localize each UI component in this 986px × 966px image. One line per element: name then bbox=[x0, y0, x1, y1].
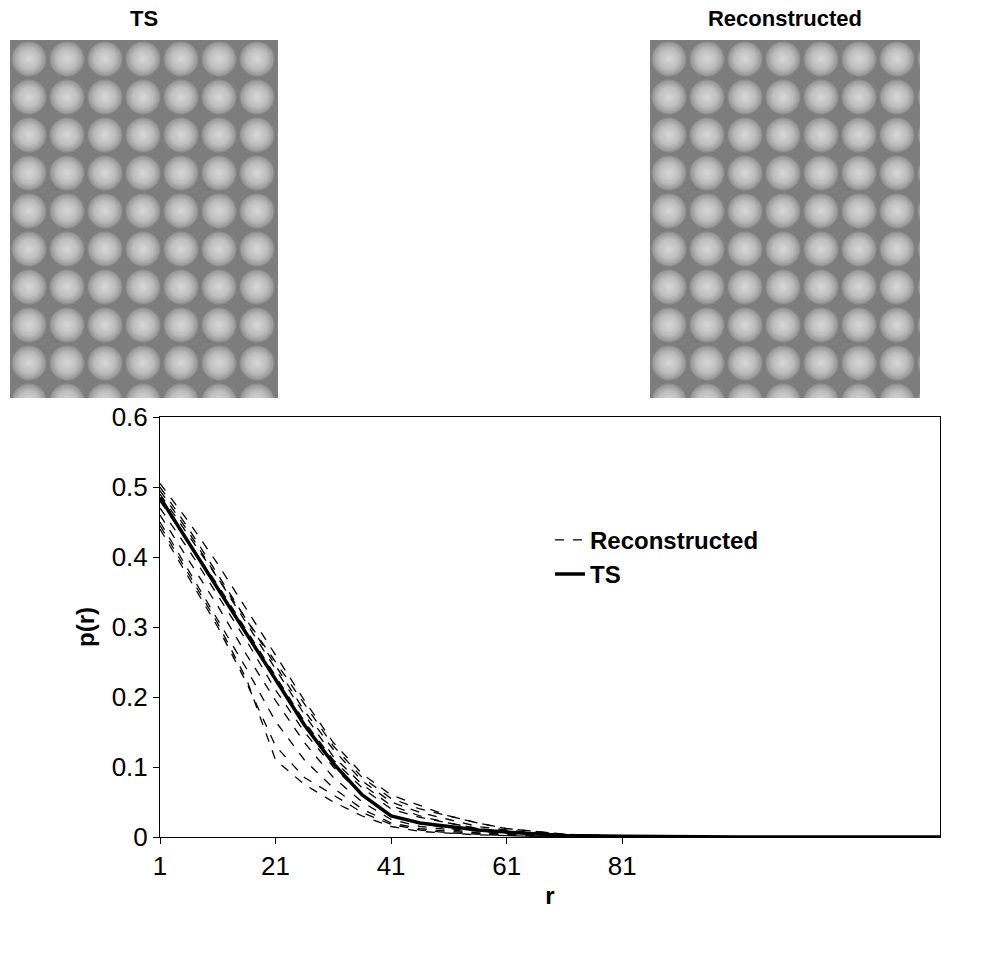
svg-text:1: 1 bbox=[153, 851, 167, 881]
svg-text:p(r): p(r) bbox=[72, 607, 99, 647]
svg-text:0.4: 0.4 bbox=[112, 542, 148, 572]
svg-text:0.2: 0.2 bbox=[112, 682, 148, 712]
svg-text:61: 61 bbox=[492, 851, 521, 881]
svg-text:0.1: 0.1 bbox=[112, 752, 148, 782]
svg-text:TS: TS bbox=[590, 561, 621, 588]
svg-text:Reconstructed: Reconstructed bbox=[590, 527, 758, 554]
html-text:TS: TS bbox=[129, 6, 159, 31]
svg-text:0: 0 bbox=[133, 822, 147, 852]
svg-text:0.3: 0.3 bbox=[112, 612, 148, 642]
svg-text:41: 41 bbox=[377, 851, 406, 881]
svg-text:81: 81 bbox=[608, 851, 637, 881]
html-text:Reconstructed: Reconstructed bbox=[708, 6, 862, 31]
svg-text:0.6: 0.6 bbox=[112, 402, 148, 432]
svg-text:21: 21 bbox=[261, 851, 290, 881]
svg-text:0.5: 0.5 bbox=[112, 472, 148, 502]
svg-text:r: r bbox=[545, 882, 554, 909]
